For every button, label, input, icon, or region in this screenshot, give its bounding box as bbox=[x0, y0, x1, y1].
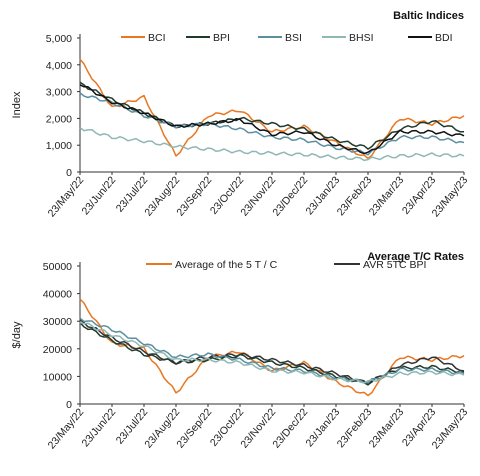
series-line-bsi bbox=[79, 92, 465, 156]
legend-label: BPI bbox=[213, 32, 230, 44]
y-tick-label: 3,000 bbox=[46, 87, 72, 99]
y-axis-label: $/day bbox=[11, 321, 23, 348]
y-tick-label: 20000 bbox=[43, 344, 72, 356]
series-line-avr-5tc-bpi bbox=[79, 319, 465, 386]
legend-label: BSI bbox=[285, 32, 302, 44]
y-tick-label: 5,000 bbox=[46, 33, 72, 45]
x-tick-label: 23/Jun/22 bbox=[79, 174, 118, 217]
baltic-indices-chart: Baltic Indices 0 1,000 2,000 3,000 4,000 5,000… bbox=[11, 10, 470, 219]
series-line-average-of-the-5-t-c bbox=[79, 298, 465, 397]
average-tc-rates-chart: Average T/C Rates 0 10000 20000 30000 40000 50… bbox=[11, 251, 470, 451]
y-tick-label: 0 bbox=[66, 167, 72, 179]
series-line-unnamed-4 bbox=[79, 321, 465, 384]
x-tick-label: 23/May/22 bbox=[46, 406, 87, 451]
y-axis-label: Index bbox=[11, 91, 23, 118]
series-line-bdi bbox=[79, 84, 465, 155]
y-tick-label: 10000 bbox=[43, 371, 72, 383]
y-tick-label: 1,000 bbox=[46, 140, 72, 152]
x-tick-label: 23/May/22 bbox=[46, 174, 87, 219]
y-tick-label: 4,000 bbox=[46, 60, 72, 72]
series-line-bhsi bbox=[79, 127, 465, 162]
y-tick-label: 50000 bbox=[43, 261, 72, 273]
legend-label: BDI bbox=[435, 32, 453, 44]
x-tick-label: 23/Jun/22 bbox=[79, 406, 118, 449]
series-line-bci bbox=[79, 58, 465, 160]
series-line-unnamed-3 bbox=[79, 317, 465, 384]
legend-label: BHSI bbox=[349, 32, 374, 44]
legend-label: Average of the 5 T / C bbox=[175, 259, 278, 271]
legend-label: BCI bbox=[148, 32, 166, 44]
y-tick-label: 0 bbox=[66, 399, 72, 411]
y-tick-label: 30000 bbox=[43, 316, 72, 328]
y-tick-label: 40000 bbox=[43, 289, 72, 301]
legend-label: AVR 5TC BPI bbox=[363, 259, 426, 271]
chart-title: Average T/C Rates bbox=[367, 251, 464, 263]
chart-title: Baltic Indices bbox=[393, 10, 464, 22]
series-line-unnamed-2 bbox=[79, 321, 465, 386]
y-tick-label: 2,000 bbox=[46, 113, 72, 125]
